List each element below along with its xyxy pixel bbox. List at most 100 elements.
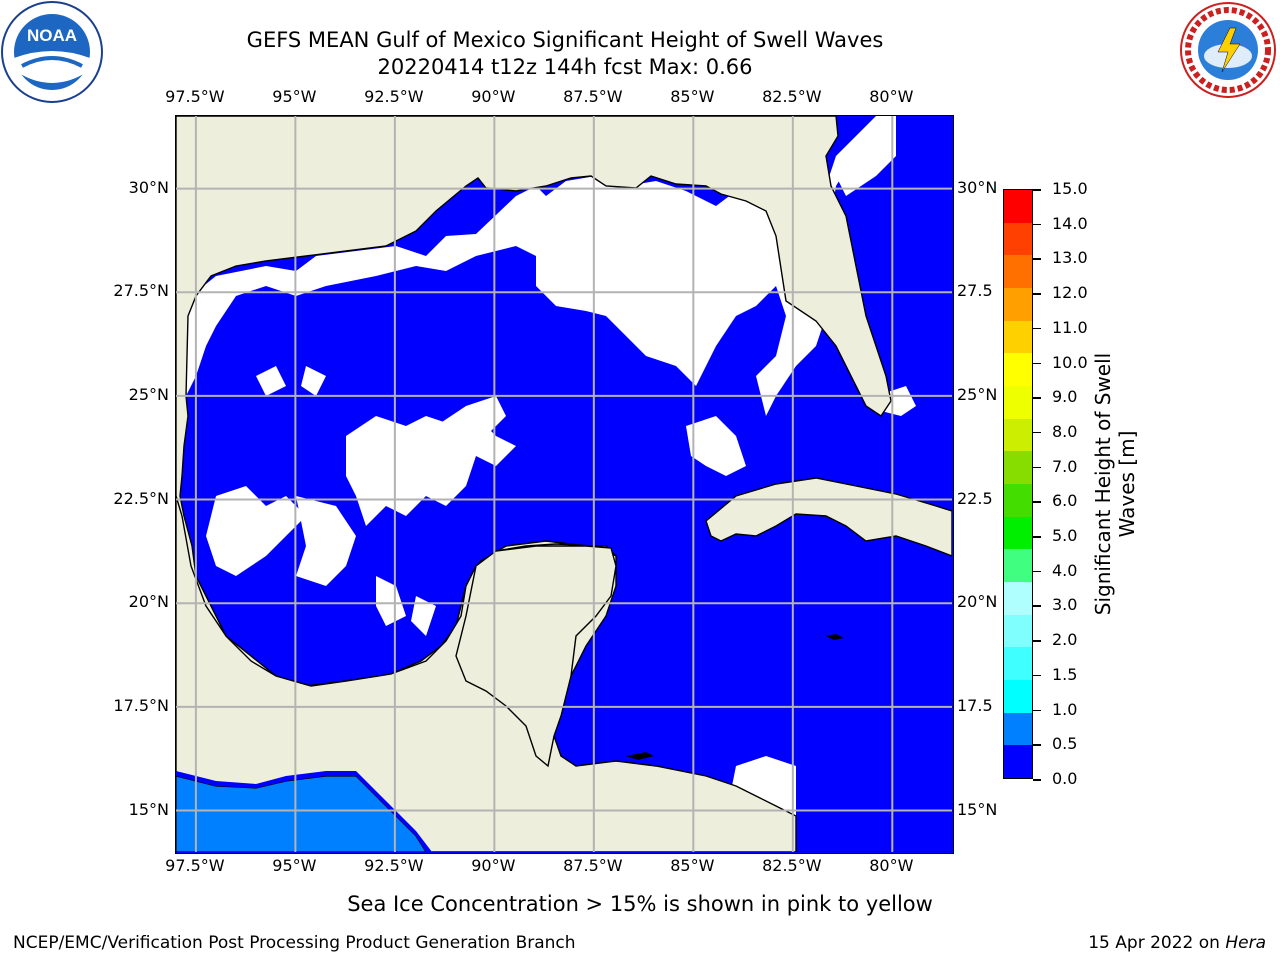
lon-tick-top: 85°W — [670, 87, 715, 106]
lat-tick-right: 22.5 — [957, 488, 993, 508]
lat-tick-left: 27.5°N — [113, 281, 169, 301]
colorbar-tick-mark — [1033, 536, 1041, 538]
colorbar-segment — [1004, 549, 1032, 583]
lon-tick-top: 80°W — [869, 87, 914, 106]
lat-tick-right: 15°N — [957, 799, 998, 819]
colorbar-tick-label: 7.0 — [1052, 456, 1078, 476]
colorbar-tick-mark — [1033, 189, 1041, 191]
colorbar-tick-mark — [1033, 223, 1041, 226]
branch-credit: NCEP/EMC/Verification Post Processing Pr… — [13, 933, 576, 953]
date-text: 15 Apr 2022 on — [1088, 933, 1226, 953]
colorbar-tick-mark — [1033, 431, 1041, 434]
lat-tick-left: 25°N — [128, 384, 169, 404]
colorbar-segment — [1004, 190, 1032, 223]
map-subtitle: 20220414 t12z 144h fcst Max: 0.66 — [377, 55, 753, 79]
colorbar-tick-label: 8.0 — [1052, 421, 1078, 441]
colorbar-tick-mark — [1033, 709, 1041, 712]
colorbar-tick-mark — [1033, 466, 1041, 469]
lon-tick-top: 87.5°W — [563, 87, 623, 106]
colorbar-segment — [1004, 386, 1032, 419]
colorbar-segment — [1004, 255, 1032, 289]
colorbar-tick-mark — [1033, 501, 1041, 503]
colorbar-tick-label: 1.5 — [1052, 664, 1078, 684]
colorbar-tick-mark — [1033, 397, 1041, 399]
lon-tick-bottom: 97.5°W — [165, 856, 225, 875]
noaa-logo: NOAA — [0, 0, 104, 104]
colorbar-tick-mark — [1033, 362, 1041, 365]
noaa-logo-text: NOAA — [27, 26, 77, 45]
colorbar-segment — [1004, 418, 1032, 452]
colorbar-tick-label: 2.0 — [1052, 630, 1078, 650]
map-panel — [175, 115, 954, 854]
map-title: GEFS MEAN Gulf of Mexico Significant Hei… — [246, 28, 884, 52]
colorbar-tick-label: 3.0 — [1052, 595, 1078, 615]
lat-tick-right: 30°N — [957, 177, 998, 197]
colorbar-segment — [1004, 353, 1032, 387]
lon-tick-bottom: 87.5°W — [563, 856, 623, 875]
lon-tick-top: 90°W — [471, 87, 516, 106]
colorbar-label: Significant Height of Swell Waves [m] — [1091, 352, 1139, 616]
colorbar-tick-mark — [1033, 744, 1041, 746]
lat-tick-left: 30°N — [128, 177, 169, 197]
colorbar-tick-label: 5.0 — [1052, 526, 1078, 546]
date-credit: 15 Apr 2022 on Hera — [1088, 933, 1266, 953]
lon-tick-bottom: 92.5°W — [364, 856, 424, 875]
colorbar — [1003, 189, 1033, 779]
colorbar-tick-label: 1.0 — [1052, 699, 1078, 719]
colorbar-segment — [1004, 451, 1032, 485]
colorbar-tick-label: 9.0 — [1052, 387, 1078, 407]
colorbar-tick-mark — [1033, 570, 1041, 573]
land-cuba — [705, 477, 952, 557]
lat-tick-right: 25°N — [957, 384, 998, 404]
colorbar-segment — [1004, 647, 1032, 681]
colorbar-segment — [1004, 516, 1032, 550]
colorbar-tick-label: 4.0 — [1052, 560, 1078, 580]
colorbar-tick-label: 0.5 — [1052, 734, 1078, 754]
colorbar-segment — [1004, 745, 1032, 779]
colorbar-segment — [1004, 614, 1032, 648]
machine-name: Hera — [1225, 933, 1266, 953]
map-gridlines — [176, 116, 952, 852]
lon-tick-top: 97.5°W — [165, 87, 225, 106]
lat-tick-right: 27.5 — [957, 281, 993, 301]
island-jamaica — [826, 634, 844, 640]
lon-tick-top: 82.5°W — [762, 87, 822, 106]
lon-tick-bottom: 90°W — [471, 856, 516, 875]
lon-tick-bottom: 82.5°W — [762, 856, 822, 875]
colorbar-segment — [1004, 680, 1032, 713]
colorbar-segment — [1004, 288, 1032, 321]
lon-tick-bottom: 80°W — [869, 856, 914, 875]
island-caymans — [626, 752, 654, 760]
colorbar-tick-label: 11.0 — [1052, 317, 1088, 337]
colorbar-segment — [1004, 484, 1032, 517]
lat-tick-left: 22.5°N — [113, 488, 169, 508]
colorbar-segment — [1004, 320, 1032, 354]
colorbar-tick-label: 12.0 — [1052, 283, 1088, 303]
colorbar-segment — [1004, 222, 1032, 256]
colorbar-tick-mark — [1033, 640, 1041, 642]
colorbar-tick-mark — [1033, 293, 1041, 295]
colorbar-tick-label: 10.0 — [1052, 352, 1088, 372]
lat-tick-left: 17.5°N — [113, 695, 169, 715]
colorbar-tick-label: 14.0 — [1052, 213, 1088, 233]
lon-tick-top: 95°W — [272, 87, 317, 106]
lon-tick-bottom: 95°W — [272, 856, 317, 875]
colorbar-tick-label: 0.0 — [1052, 769, 1078, 788]
colorbar-tick-label: 15.0 — [1052, 179, 1088, 198]
lat-tick-right: 20°N — [957, 592, 998, 612]
colorbar-segment — [1004, 712, 1032, 746]
colorbar-tick-mark — [1033, 327, 1041, 330]
sea-ice-note: Sea Ice Concentration > 15% is shown in … — [347, 892, 933, 916]
colorbar-tick-label: 13.0 — [1052, 248, 1088, 268]
lat-tick-left: 15°N — [128, 799, 169, 819]
colorbar-tick-mark — [1033, 674, 1041, 677]
colorbar-tick-label: 6.0 — [1052, 491, 1078, 511]
colorbar-segment — [1004, 582, 1032, 615]
colorbar-tick-mark — [1033, 258, 1041, 260]
no-data-regions — [186, 116, 952, 852]
colorbar-tick-mark — [1033, 605, 1041, 607]
nws-logo — [1178, 0, 1278, 100]
lat-tick-left: 20°N — [128, 592, 169, 612]
colorbar-tick-mark — [1033, 779, 1041, 781]
lat-tick-right: 17.5 — [957, 695, 993, 715]
